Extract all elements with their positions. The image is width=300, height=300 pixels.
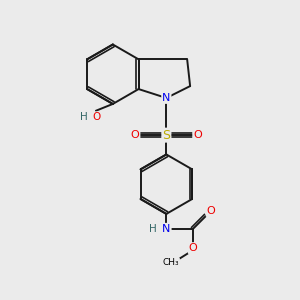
- Text: N: N: [162, 224, 170, 234]
- Text: O: O: [207, 206, 215, 216]
- Text: CH₃: CH₃: [163, 258, 179, 267]
- Text: H: H: [149, 224, 157, 234]
- Text: H: H: [80, 112, 88, 122]
- Text: O: O: [189, 243, 197, 253]
- Text: S: S: [162, 129, 170, 142]
- Text: O: O: [193, 130, 202, 140]
- Text: O: O: [131, 130, 140, 140]
- Text: N: N: [162, 93, 170, 103]
- Text: O: O: [92, 112, 101, 122]
